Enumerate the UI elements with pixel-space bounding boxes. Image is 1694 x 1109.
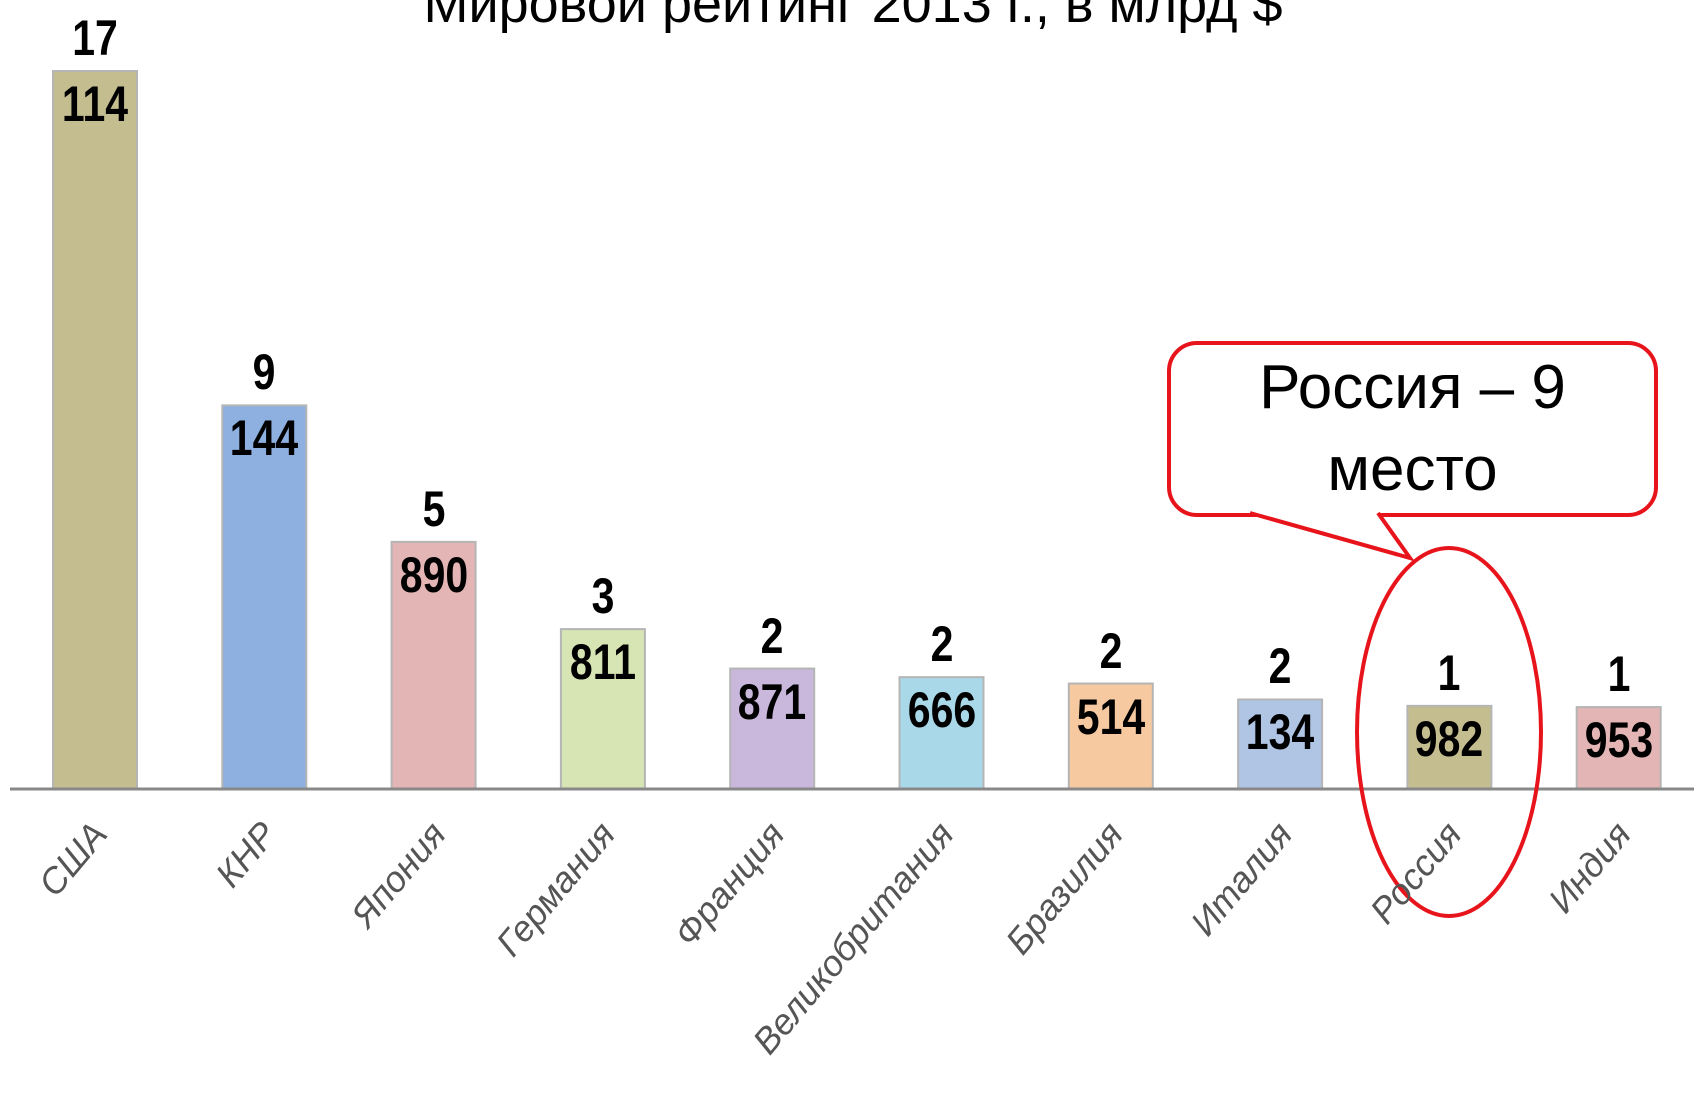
value-label: 2 871 xyxy=(737,607,807,730)
value-label: 2 666 xyxy=(907,616,976,739)
value-label: 2 134 xyxy=(1245,638,1315,761)
x-tick-label: Италия xyxy=(1182,814,1300,943)
value-label: 5 890 xyxy=(399,480,468,603)
chart-title: Мировой рейтинг 2013 г., в млрд $ xyxy=(423,0,1282,34)
highlight-ellipse xyxy=(1355,546,1543,918)
bar xyxy=(559,628,646,790)
bar xyxy=(221,404,308,790)
bar xyxy=(1067,682,1154,791)
callout-text: Россия – 9 место xyxy=(1259,353,1566,504)
value-label: 1 953 xyxy=(1584,646,1653,769)
value-label: 17 114 xyxy=(61,10,129,132)
bar xyxy=(52,70,138,790)
bar xyxy=(390,540,477,790)
value-label: 3 811 xyxy=(569,568,636,691)
callout-box xyxy=(1167,341,1658,517)
x-tick-label: Бразилия xyxy=(997,814,1131,962)
x-tick-label: Индия xyxy=(1540,814,1639,921)
value-label: 9 144 xyxy=(230,344,299,467)
callout-pointer xyxy=(1249,511,1415,562)
x-tick-label: Япония xyxy=(342,814,454,936)
value-label: 2 514 xyxy=(1076,622,1146,745)
x-tick-label: Германия xyxy=(488,814,623,964)
x-tick-label: США xyxy=(30,814,115,904)
bar xyxy=(729,667,816,790)
bar xyxy=(1406,704,1493,790)
x-tick-label: КНР xyxy=(207,814,284,895)
x-tick-label: Россия xyxy=(1362,814,1470,931)
x-tick-label: Франция xyxy=(666,814,793,954)
value-label: 1 982 xyxy=(1415,644,1484,767)
